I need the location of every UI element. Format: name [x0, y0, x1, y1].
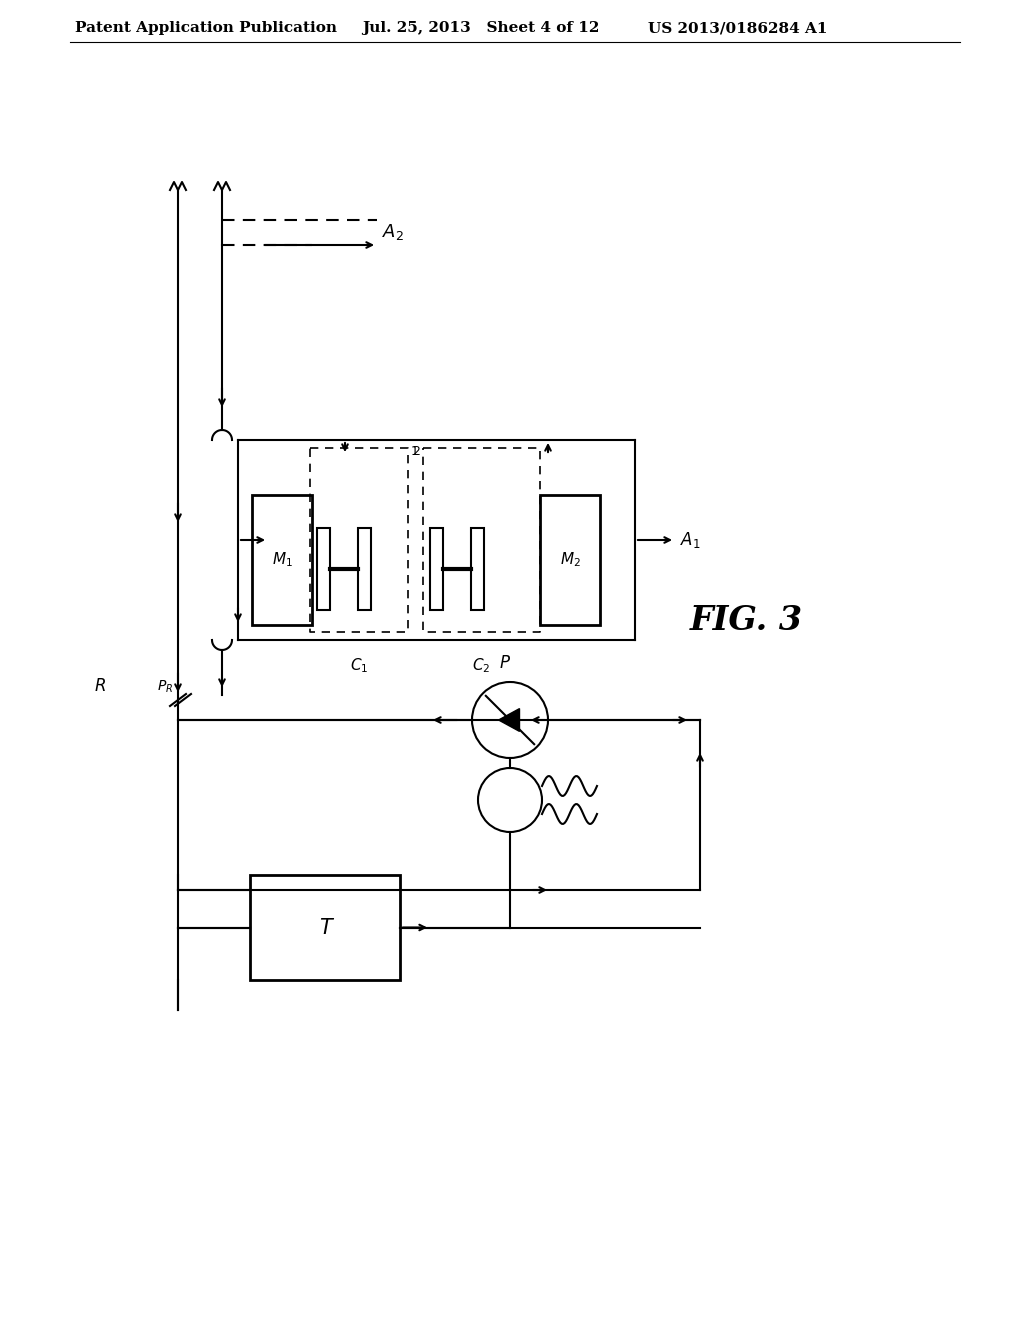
Text: $M_1$: $M_1$: [271, 550, 293, 569]
Bar: [358, 528, 371, 610]
Text: $A_1$: $A_1$: [680, 531, 700, 550]
Text: Jul. 25, 2013   Sheet 4 of 12: Jul. 25, 2013 Sheet 4 of 12: [362, 21, 599, 36]
Text: P: P: [500, 653, 510, 672]
Bar: [252, 495, 312, 624]
Text: 2: 2: [412, 445, 420, 458]
Text: US 2013/0186284 A1: US 2013/0186284 A1: [648, 21, 827, 36]
Text: 1: 1: [411, 445, 419, 458]
Text: $A_2$: $A_2$: [382, 222, 404, 242]
Bar: [430, 528, 443, 610]
Text: T: T: [318, 917, 332, 937]
Text: $P_R$: $P_R$: [157, 678, 173, 696]
Polygon shape: [499, 709, 519, 731]
Text: $C_1$: $C_1$: [350, 656, 369, 675]
Bar: [317, 528, 330, 610]
Bar: [250, 875, 400, 979]
Bar: [540, 495, 600, 624]
Text: R: R: [94, 677, 105, 696]
Bar: [471, 528, 484, 610]
Text: FIG. 3: FIG. 3: [690, 603, 803, 636]
Text: $C_2$: $C_2$: [472, 656, 490, 675]
Text: $M_2$: $M_2$: [559, 550, 581, 569]
Text: Patent Application Publication: Patent Application Publication: [75, 21, 337, 36]
